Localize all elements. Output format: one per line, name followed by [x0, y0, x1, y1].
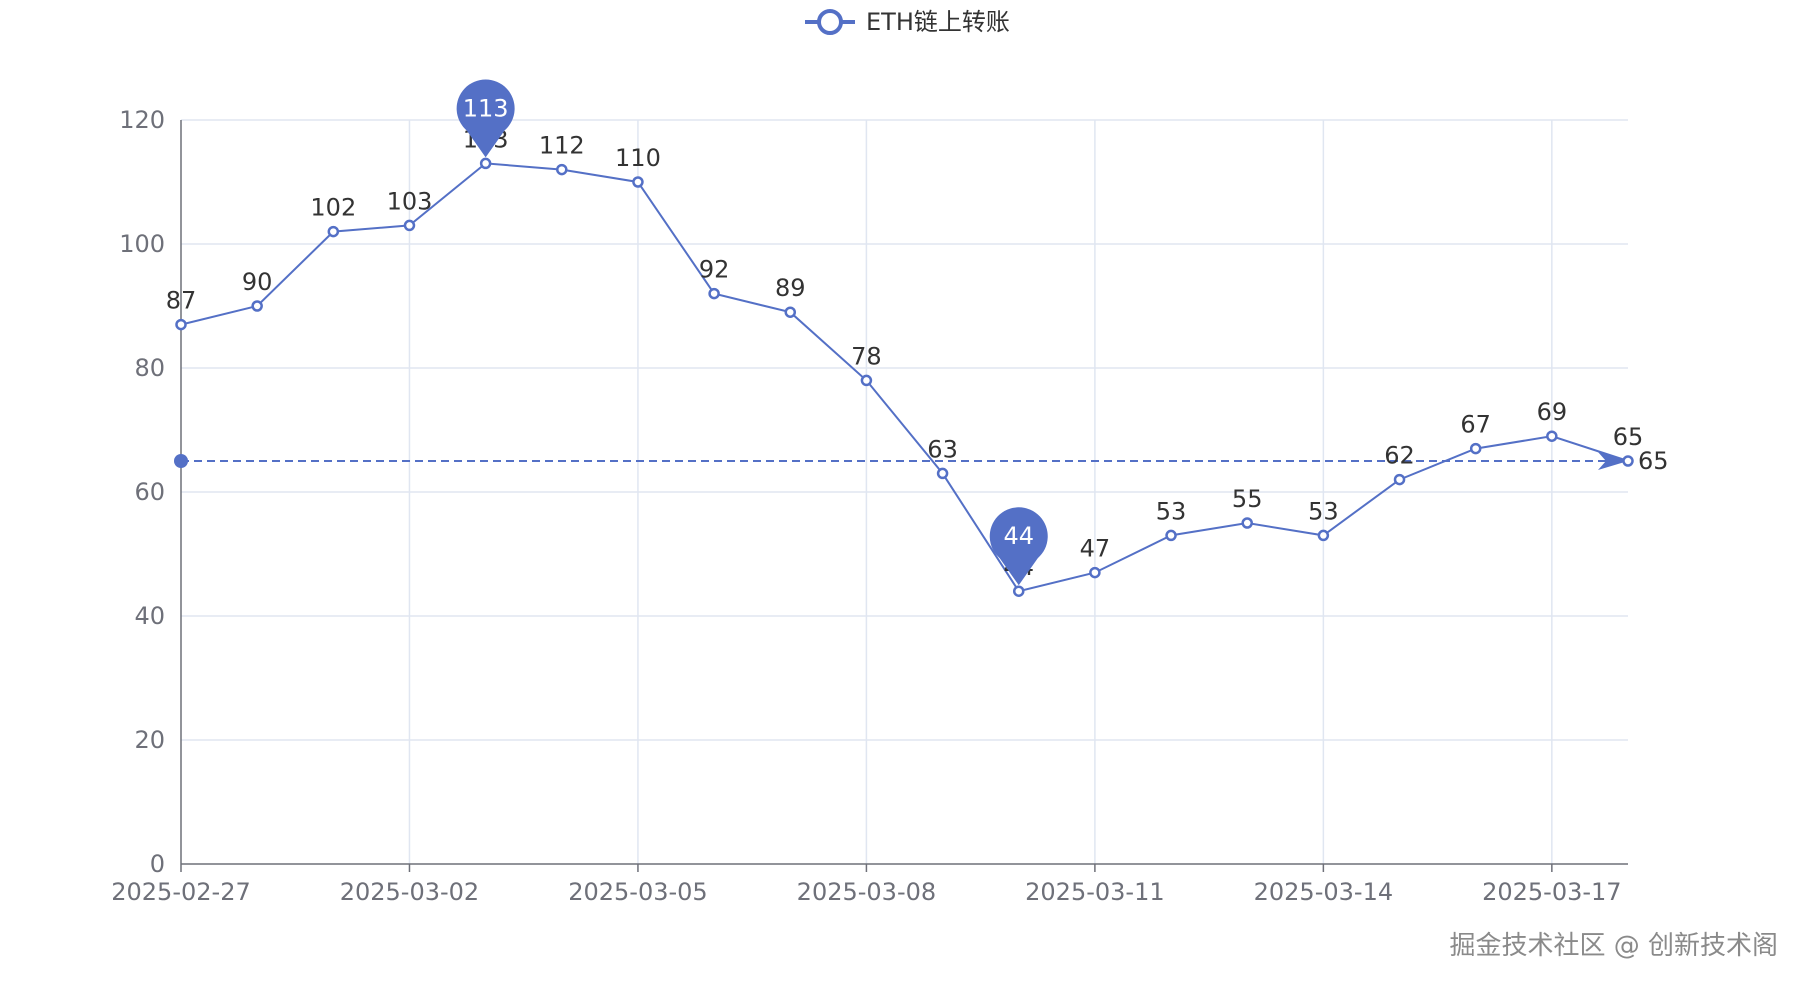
series-eth — [175, 157, 1634, 597]
data-point — [1469, 442, 1482, 455]
y-tick-label: 120 — [119, 106, 165, 134]
data-label: 112 — [539, 132, 585, 160]
data-point — [784, 306, 797, 318]
legend-circle-icon — [817, 9, 843, 35]
data-point — [327, 225, 340, 238]
mark-point-label: 44 — [1003, 522, 1034, 550]
data-label: 89 — [775, 274, 806, 302]
grid — [181, 119, 1628, 864]
y-tick-label: 20 — [134, 726, 165, 754]
series-line — [180, 162, 1629, 593]
average-line-label: 65 — [1638, 447, 1669, 475]
mark-point-label: 113 — [463, 94, 509, 122]
data-label: 62 — [1384, 442, 1415, 470]
data-point — [1089, 566, 1101, 579]
data-point — [632, 176, 644, 188]
x-tick-label: 2025-03-08 — [797, 878, 936, 906]
data-label: 110 — [615, 144, 661, 172]
average-mark-line: 65 — [174, 447, 1669, 475]
data-point — [556, 163, 568, 176]
data-point — [1546, 430, 1558, 442]
y-tick-label: 40 — [134, 602, 165, 630]
legend-label: ETH链上转账 — [866, 8, 1010, 36]
data-point — [1012, 585, 1025, 597]
x-tick-label: 2025-02-27 — [111, 878, 250, 906]
x-tick-label: 2025-03-11 — [1025, 878, 1164, 906]
data-label: 63 — [927, 435, 958, 463]
data-point — [1241, 517, 1253, 529]
data-point — [860, 374, 873, 387]
data-label: 53 — [1156, 497, 1187, 525]
data-point — [1165, 529, 1177, 542]
mark-point-pin — [456, 79, 515, 158]
watermark: 掘金技术社区 @ 创新技术阁 — [1449, 931, 1778, 961]
data-label: 55 — [1232, 485, 1263, 513]
data-point — [403, 219, 416, 232]
data-label: 103 — [387, 187, 433, 215]
data-label: 47 — [1080, 535, 1111, 563]
data-labels: 8790102103113112110928978634447535553626… — [166, 125, 1644, 581]
data-label: 78 — [851, 342, 882, 370]
data-label: 67 — [1460, 411, 1491, 439]
y-tick-label: 0 — [150, 850, 165, 878]
data-point — [251, 300, 263, 312]
x-tick-label: 2025-03-14 — [1254, 878, 1393, 906]
data-label: 92 — [699, 256, 730, 284]
data-point — [1622, 455, 1634, 467]
data-label: 87 — [166, 287, 197, 315]
data-point — [175, 318, 187, 331]
legend[interactable]: ETH链上转账 — [805, 8, 1010, 36]
y-tick-label: 80 — [134, 354, 165, 382]
data-label: 102 — [310, 194, 356, 222]
data-label: 90 — [242, 268, 273, 296]
data-point — [708, 287, 720, 300]
data-point — [479, 157, 492, 170]
axes: 0 20 40 60 80 100 120 2025-02-27 2025-03-02 2025-… — [111, 106, 1628, 906]
data-label: 69 — [1537, 398, 1568, 426]
mark-point-pin — [989, 507, 1048, 586]
data-point — [1393, 473, 1406, 486]
data-label: 53 — [1308, 497, 1339, 525]
data-point — [936, 467, 949, 480]
data-label: 65 — [1613, 423, 1644, 451]
x-tick-label: 2025-03-17 — [1482, 878, 1621, 906]
data-point — [1317, 529, 1330, 542]
y-tick-label: 60 — [134, 478, 165, 506]
mark-points: 113 44 — [456, 79, 1048, 586]
y-tick-label: 100 — [119, 230, 165, 258]
average-line-start — [174, 454, 188, 468]
average-line-arrow — [1598, 452, 1628, 470]
x-tick-label: 2025-03-05 — [568, 878, 707, 906]
x-tick-label: 2025-03-02 — [340, 878, 479, 906]
